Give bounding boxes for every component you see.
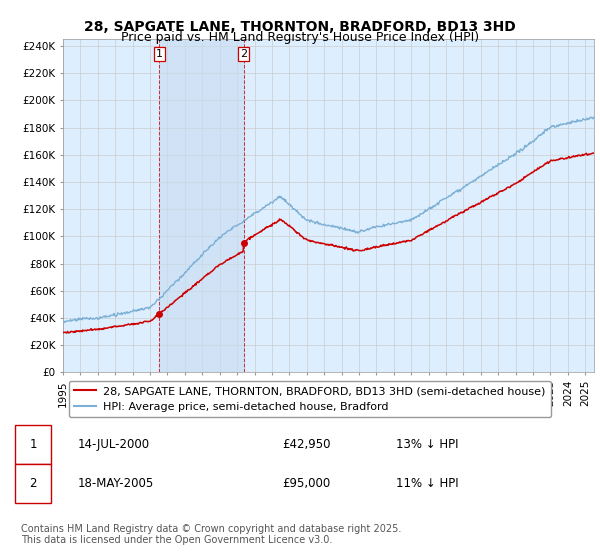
Text: 13% ↓ HPI: 13% ↓ HPI — [396, 438, 458, 451]
Text: Contains HM Land Registry data © Crown copyright and database right 2025.
This d: Contains HM Land Registry data © Crown c… — [21, 524, 401, 545]
Text: 11% ↓ HPI: 11% ↓ HPI — [396, 477, 458, 490]
Text: 2: 2 — [29, 477, 37, 490]
Text: 1: 1 — [29, 438, 37, 451]
Bar — [160, 39, 244, 372]
Text: 1: 1 — [156, 49, 163, 59]
Text: 18-MAY-2005: 18-MAY-2005 — [78, 477, 154, 490]
FancyBboxPatch shape — [15, 424, 51, 464]
Text: £42,950: £42,950 — [282, 438, 331, 451]
FancyBboxPatch shape — [15, 464, 51, 503]
Text: 2: 2 — [240, 49, 247, 59]
Text: 28, SAPGATE LANE, THORNTON, BRADFORD, BD13 3HD: 28, SAPGATE LANE, THORNTON, BRADFORD, BD… — [84, 20, 516, 34]
Text: 14-JUL-2000: 14-JUL-2000 — [78, 438, 150, 451]
Text: Price paid vs. HM Land Registry's House Price Index (HPI): Price paid vs. HM Land Registry's House … — [121, 31, 479, 44]
Legend: 28, SAPGATE LANE, THORNTON, BRADFORD, BD13 3HD (semi-detached house), HPI: Avera: 28, SAPGATE LANE, THORNTON, BRADFORD, BD… — [68, 381, 551, 417]
Text: £95,000: £95,000 — [282, 477, 330, 490]
